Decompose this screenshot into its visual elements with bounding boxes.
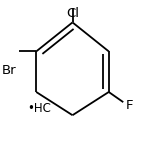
Text: Cl: Cl: [66, 7, 79, 20]
Text: F: F: [126, 99, 134, 112]
Text: •HC: •HC: [28, 102, 51, 115]
Text: Br: Br: [1, 64, 16, 78]
